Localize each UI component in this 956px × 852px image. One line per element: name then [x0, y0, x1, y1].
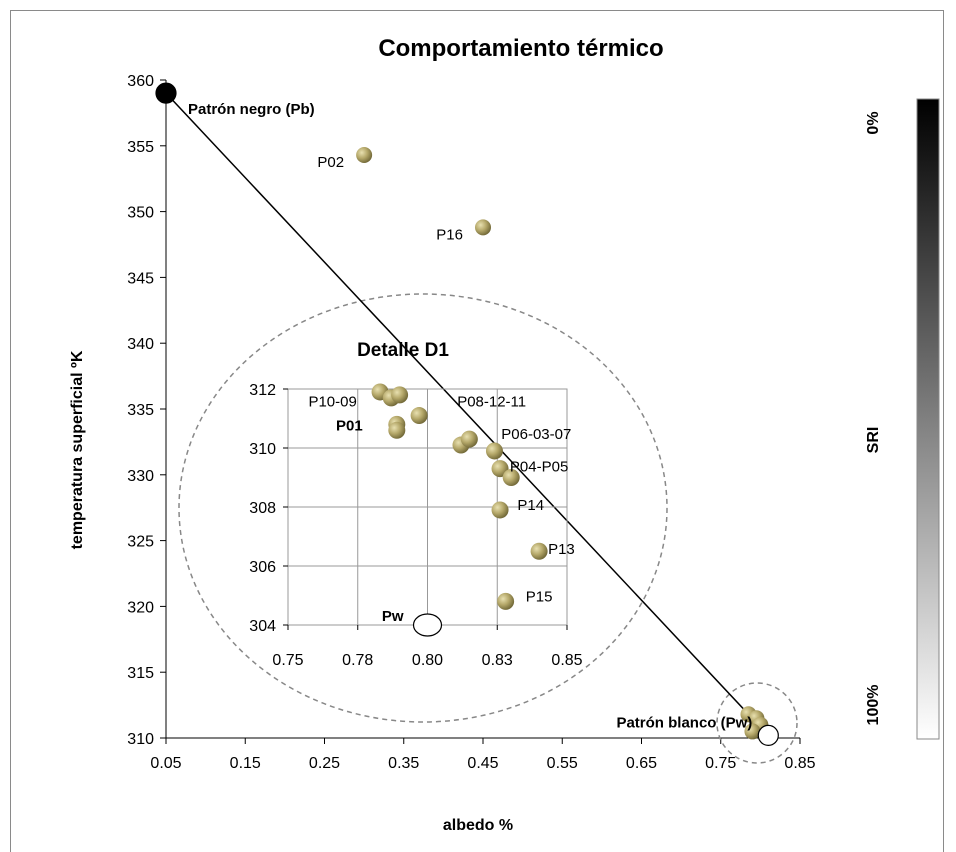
sri-label: SRI — [865, 427, 882, 454]
data-point-label: P02 — [317, 154, 344, 171]
inset-data-point — [485, 442, 503, 460]
x-tick-label: 0.65 — [626, 755, 657, 772]
inset-data-point — [530, 542, 548, 560]
inset-y-tick-label: 304 — [249, 618, 276, 635]
inset-y-tick-label: 312 — [249, 382, 276, 399]
x-tick-label: 0.45 — [467, 755, 498, 772]
y-axis-label: temperatura superficial ºK — [69, 350, 86, 549]
inset-white-reference-point — [412, 613, 443, 637]
x-tick-label: 0.55 — [547, 755, 578, 772]
inset-white-reference-label: Pw — [382, 608, 404, 625]
inset-data-point — [460, 430, 478, 448]
x-tick-label: 0.05 — [150, 755, 181, 772]
sri-color-bar — [916, 98, 940, 740]
inset-point-label: P06-03-07 — [501, 426, 571, 443]
inset-point-label: P04-P05 — [510, 459, 568, 476]
detail-circle-d1 — [178, 293, 668, 723]
x-tick-label: 0.35 — [388, 755, 419, 772]
detail-title: Detalle D1 — [357, 340, 449, 361]
y-tick-label: 330 — [127, 468, 154, 485]
y-tick-label: 340 — [127, 336, 154, 353]
inset-point-label: P14 — [517, 497, 544, 514]
white-reference-label: Patrón blanco (Pw) — [616, 714, 752, 731]
chart-title: Comportamiento térmico — [378, 35, 663, 62]
white-reference-point — [757, 724, 779, 746]
y-tick-label: 345 — [127, 270, 154, 287]
inset-data-point — [491, 501, 509, 519]
x-tick-label: 0.15 — [230, 755, 261, 772]
x-axis-label: albedo % — [443, 817, 513, 834]
inset-data-point — [502, 469, 520, 486]
inset-y-tick-label: 310 — [249, 441, 276, 458]
y-tick-label: 315 — [127, 665, 154, 682]
inset-x-tick-label: 0.85 — [551, 652, 582, 669]
x-tick-label: 0.25 — [309, 755, 340, 772]
inset-data-point — [410, 407, 428, 425]
inset-data-point — [497, 592, 515, 610]
y-tick-label: 360 — [127, 73, 154, 90]
y-tick-label: 310 — [127, 731, 154, 748]
data-point — [475, 219, 491, 236]
sri-bottom-label: 100% — [865, 685, 882, 726]
inset-y-tick-label: 308 — [249, 500, 276, 517]
inset-x-tick-label: 0.78 — [342, 652, 373, 669]
inset-y-tick-label: 306 — [249, 559, 276, 576]
inset-point-label: P08-12-11 — [457, 394, 526, 411]
sri-top-label: 0% — [865, 111, 882, 134]
inset-x-tick-label: 0.75 — [272, 652, 303, 669]
inset-point-label: P10-09 — [308, 394, 356, 411]
black-reference-point — [155, 82, 177, 104]
data-point — [356, 147, 373, 164]
x-tick-label: 0.75 — [705, 755, 736, 772]
inset-point-label: P15 — [526, 588, 553, 605]
detail-circle-pw — [716, 682, 798, 764]
inset-data-point — [391, 386, 409, 404]
data-point — [744, 723, 761, 740]
y-tick-label: 350 — [127, 205, 154, 222]
black-reference-label: Patrón negro (Pb) — [188, 101, 315, 118]
y-tick-label: 320 — [127, 599, 154, 616]
inset-data-point — [388, 421, 406, 439]
inset-point-label: P01 — [336, 417, 363, 434]
chart-frame — [10, 10, 944, 852]
y-tick-label: 355 — [127, 139, 154, 156]
y-tick-label: 325 — [127, 534, 154, 551]
reference-line — [165, 92, 769, 736]
inset-point-label: P13 — [548, 541, 575, 558]
data-point-label: P16 — [436, 226, 463, 243]
x-tick-label: 0.85 — [784, 755, 815, 772]
inset-x-tick-label: 0.80 — [412, 652, 443, 669]
inset-x-tick-label: 0.83 — [482, 652, 513, 669]
y-tick-label: 335 — [127, 402, 154, 419]
